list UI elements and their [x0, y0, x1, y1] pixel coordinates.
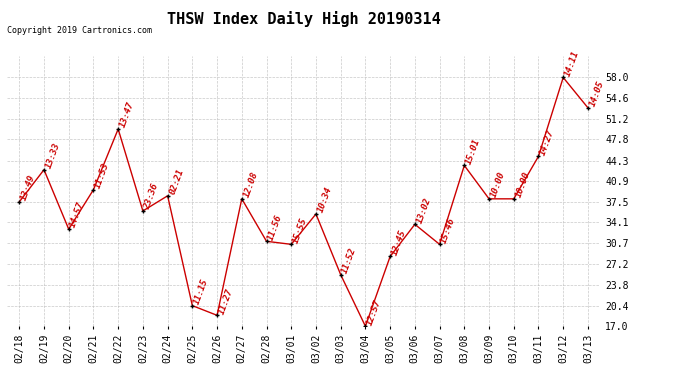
- Text: 14:27: 14:27: [538, 128, 556, 156]
- Text: 15:01: 15:01: [464, 137, 482, 165]
- Text: 14:11: 14:11: [563, 49, 581, 78]
- Text: 11:53: 11:53: [93, 161, 111, 190]
- Text: 13:47: 13:47: [118, 101, 136, 129]
- Text: 14:05: 14:05: [588, 80, 606, 108]
- Text: 13:33: 13:33: [44, 141, 61, 170]
- Text: 12:45: 12:45: [390, 228, 408, 256]
- Text: 15:46: 15:46: [440, 216, 457, 244]
- Text: 14:57: 14:57: [69, 201, 86, 229]
- Text: 11:56: 11:56: [266, 213, 284, 241]
- Text: THSW Index Daily High 20190314: THSW Index Daily High 20190314: [167, 11, 440, 27]
- Text: 11:15: 11:15: [193, 277, 210, 306]
- Text: Copyright 2019 Cartronics.com: Copyright 2019 Cartronics.com: [7, 26, 152, 35]
- Text: 15:55: 15:55: [291, 216, 309, 244]
- Text: 10:00: 10:00: [514, 171, 531, 199]
- Text: 11:52: 11:52: [341, 246, 358, 274]
- Text: 10:00: 10:00: [489, 171, 506, 199]
- Text: 23:36: 23:36: [143, 183, 161, 211]
- Text: THSW  (°F): THSW (°F): [519, 33, 582, 44]
- Text: 13:49: 13:49: [19, 174, 37, 202]
- Text: 11:27: 11:27: [217, 287, 235, 315]
- Text: 10:34: 10:34: [316, 186, 333, 214]
- Text: 13:02: 13:02: [415, 196, 433, 224]
- Text: 12:57: 12:57: [366, 298, 383, 326]
- Text: 02:21: 02:21: [168, 168, 185, 196]
- Text: 12:08: 12:08: [241, 171, 259, 199]
